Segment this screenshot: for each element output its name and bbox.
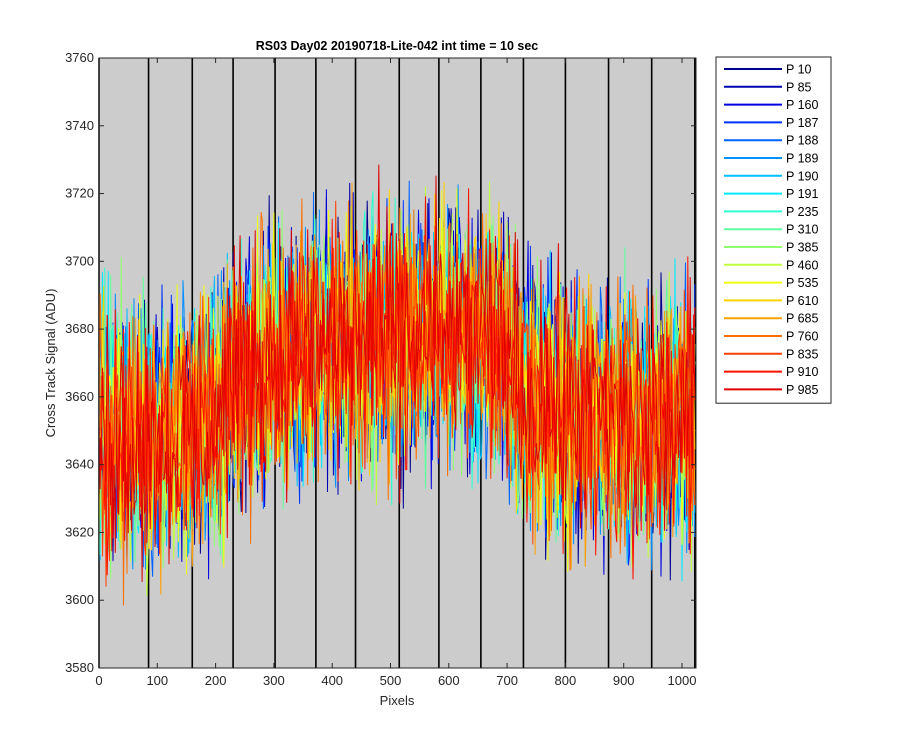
series-line <box>98 188 696 580</box>
x-tick-label: 400 <box>321 673 343 688</box>
legend-label: P 191 <box>786 187 818 201</box>
legend-label: P 760 <box>786 330 818 344</box>
legend-label: P 910 <box>786 365 818 379</box>
plot-frame <box>98 57 697 669</box>
series-group <box>98 164 696 606</box>
x-tick-label: 500 <box>380 673 402 688</box>
legend-label: P 835 <box>786 347 818 361</box>
legend-label: P 235 <box>786 205 818 219</box>
x-axis-label: Pixels <box>380 693 415 708</box>
x-tick-label: 700 <box>496 673 518 688</box>
legend: P 10 P 85 P 160 P 187 P 188 P 189 P 190 P 191 P … <box>715 56 832 404</box>
chart-title: RS03 Day02 20190718-Lite-042 int time = … <box>256 39 539 53</box>
y-tick-label: 3660 <box>65 389 94 404</box>
y-tick-label: 3760 <box>65 50 94 65</box>
x-tick-label: 300 <box>263 673 285 688</box>
legend-label: P 160 <box>786 98 818 112</box>
legend-label: P 187 <box>786 116 818 130</box>
x-tick-label: 900 <box>613 673 635 688</box>
series-line <box>98 164 696 582</box>
legend-label: P 985 <box>786 383 818 397</box>
y-tick-label: 3700 <box>65 253 94 268</box>
x-tick-label: 200 <box>205 673 227 688</box>
legend-label: P 385 <box>786 241 818 255</box>
legend-label: P 310 <box>786 223 818 237</box>
legend-label: P 10 <box>786 63 812 77</box>
legend-label: P 460 <box>786 258 818 272</box>
x-tick-label: 800 <box>555 673 577 688</box>
x-tick-label: 100 <box>146 673 168 688</box>
legend-label: P 535 <box>786 276 818 290</box>
y-tick-label: 3720 <box>65 186 94 201</box>
y-tick-label: 3620 <box>65 524 94 539</box>
x-tick-label: 1000 <box>668 673 697 688</box>
y-tick-label: 3680 <box>65 321 94 336</box>
y-axis-label: Cross Track Signal (ADU) <box>43 289 58 438</box>
y-tick-label: 3600 <box>65 592 94 607</box>
y-tick-label: 3640 <box>65 457 94 472</box>
legend-label: P 189 <box>786 152 818 166</box>
y-tick-label: 3580 <box>65 660 94 675</box>
x-tick-label: 600 <box>438 673 460 688</box>
x-tick-label: 0 <box>95 673 102 688</box>
x-axis-ticks: 0 100 200 300 400 500 600 700 800 900 1000 <box>95 58 696 688</box>
y-axis-ticks: 3580 3600 3620 3640 3660 3680 3700 3720 3740 3760 <box>65 50 696 675</box>
y-tick-label: 3740 <box>65 118 94 133</box>
legend-label: P 610 <box>786 294 818 308</box>
legend-label: P 188 <box>786 134 818 148</box>
legend-label: P 685 <box>786 312 818 326</box>
legend-label: P 85 <box>786 80 812 94</box>
legend-label: P 190 <box>786 169 818 183</box>
